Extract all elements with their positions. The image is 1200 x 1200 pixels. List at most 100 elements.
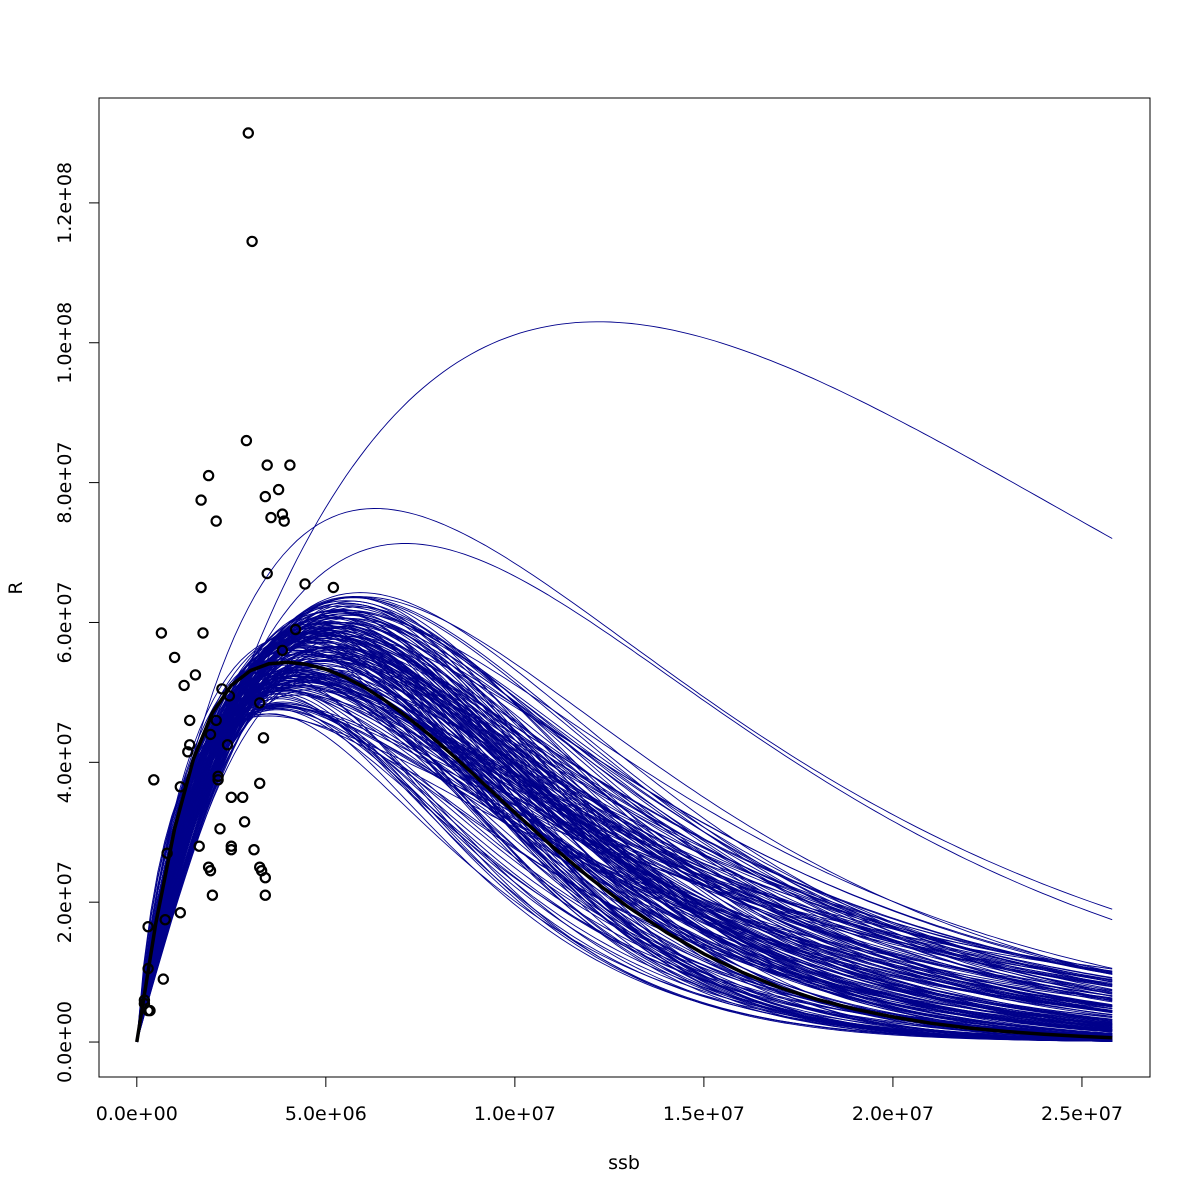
observation-point: [210, 714, 222, 727]
observation-point: [327, 581, 340, 594]
x-axis: 0.0e+00 5.0e+06 1.0e+07 1.5e+07 2.0e+07 2.5e+…: [96, 1076, 1123, 1125]
simulated-fit-line: [136, 640, 1113, 1043]
observation-point: [144, 1004, 156, 1017]
observation-point: [254, 777, 266, 790]
simulated-fit-line: [136, 543, 1113, 1043]
x-tick-label: 1.0e+07: [474, 1103, 556, 1125]
simulated-fit-line: [136, 637, 1113, 1043]
observation-point: [142, 962, 154, 975]
observation-point: [259, 490, 271, 503]
y-tick-label: 2.0e+07: [54, 861, 76, 943]
simulated-fit-line: [136, 508, 1113, 1043]
x-tick-label: 0.0e+00: [96, 1103, 178, 1125]
simulated-fit-line: [136, 713, 1113, 1043]
simulated-fit-line: [136, 592, 1113, 1043]
observation-point: [206, 889, 219, 901]
observation-point: [178, 679, 190, 692]
simulated-fit-line: [136, 596, 1113, 1043]
simulated-fit-line: [136, 677, 1113, 1043]
simulated-fit-line: [136, 635, 1113, 1043]
y-tick-label: 4.0e+07: [54, 721, 76, 803]
observation-point: [248, 844, 260, 856]
simulated-fit-line: [136, 701, 1113, 1043]
observation-point: [261, 459, 273, 471]
observation-point: [155, 627, 168, 639]
observation-point: [216, 683, 228, 695]
observation-point: [278, 515, 290, 527]
simulated-fit-line: [136, 610, 1113, 1043]
observation-point: [148, 774, 160, 786]
simulated-fit-line: [136, 677, 1113, 1043]
observation-point: [225, 844, 237, 856]
simulated-fit-lines: [136, 321, 1113, 1043]
simulated-fit-line: [136, 674, 1113, 1043]
y-tick-label: 8.0e+07: [54, 442, 76, 524]
simulated-fit-line: [136, 706, 1113, 1043]
observation-point: [299, 578, 311, 590]
observation-point: [254, 697, 266, 709]
observation-point: [210, 515, 222, 527]
observation-point: [240, 434, 253, 447]
simulated-fit-line: [136, 671, 1113, 1043]
observation-point: [259, 872, 271, 884]
simulated-fit-line: [136, 596, 1113, 1043]
simulated-fit-line: [136, 641, 1113, 1043]
simulated-fit-line: [136, 685, 1113, 1043]
observation-point: [242, 127, 254, 139]
observation-point: [174, 781, 186, 793]
observation-point: [257, 732, 270, 744]
simulated-fit-line: [136, 617, 1113, 1043]
simulated-fit-line: [136, 633, 1113, 1043]
observation-point: [197, 627, 209, 639]
y-tick-label: 0.0e+00: [54, 1001, 76, 1083]
x-tick-label: 5.0e+06: [285, 1103, 367, 1125]
y-tick-label: 6.0e+07: [54, 581, 76, 663]
simulated-fit-line: [136, 602, 1113, 1043]
simulated-fit-line: [136, 698, 1113, 1043]
y-tick-label: 1.0e+08: [54, 302, 76, 384]
x-tick-label: 2.0e+07: [852, 1103, 934, 1125]
observation-point: [265, 511, 277, 524]
y-axis: 0.0e+00 2.0e+07 4.0e+07 6.0e+07 8.0e+07 1.0e+…: [54, 162, 100, 1083]
observation-point: [183, 714, 196, 727]
observation-point: [276, 508, 289, 520]
observation-point: [204, 865, 217, 877]
simulated-fit-line: [136, 703, 1113, 1043]
observation-point: [221, 739, 234, 751]
observation-point: [195, 494, 207, 506]
simulated-fit-line: [136, 655, 1113, 1043]
x-tick-label: 2.5e+07: [1041, 1103, 1123, 1125]
observation-point: [212, 774, 224, 786]
observation-point: [138, 994, 151, 1006]
observation-point: [161, 847, 173, 859]
observation-point: [238, 816, 251, 828]
observation-point: [157, 973, 169, 985]
observation-point: [189, 669, 202, 681]
observation-point: [142, 921, 154, 933]
observation-point: [246, 235, 258, 248]
simulated-fit-line: [136, 651, 1113, 1043]
observation-point: [204, 728, 217, 741]
simulated-fit-line: [136, 682, 1113, 1043]
simulated-fit-line: [136, 688, 1113, 1043]
simulated-fit-line: [136, 605, 1113, 1043]
simulated-fit-line: [136, 650, 1113, 1043]
simulated-fit-line: [136, 633, 1113, 1043]
observation-point: [183, 739, 196, 751]
observation-point: [259, 889, 271, 901]
x-tick-label: 1.5e+07: [663, 1103, 745, 1125]
median-fit-line: [135, 660, 1113, 1043]
median-fit-path: [135, 660, 1113, 1043]
observation-point: [289, 623, 302, 636]
observation-point: [159, 914, 171, 926]
observation-point: [261, 567, 273, 580]
observation-point: [174, 907, 186, 919]
observation-point: [214, 823, 226, 835]
simulated-fit-line: [136, 665, 1113, 1043]
observation-point: [225, 840, 237, 852]
observation-point: [223, 690, 236, 702]
simulated-fit-line: [136, 646, 1113, 1043]
observation-point: [225, 791, 237, 804]
observation-point: [193, 840, 205, 852]
